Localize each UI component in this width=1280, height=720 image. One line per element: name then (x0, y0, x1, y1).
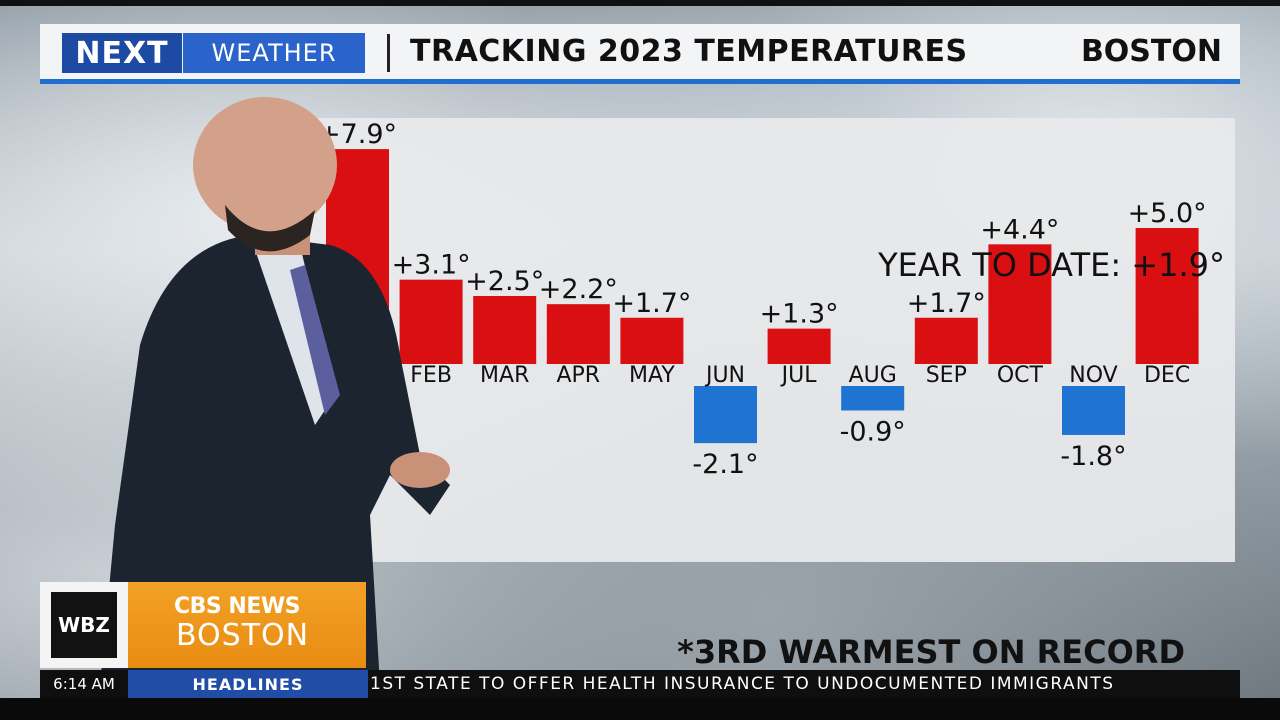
value-label: +4.4° (980, 214, 1059, 245)
next-logo: NEXT (62, 33, 182, 73)
ticker-section-tag: HEADLINES (128, 670, 368, 698)
category-label: MAY (629, 363, 675, 388)
category-label: DEC (1144, 363, 1190, 388)
category-label: JUL (780, 363, 818, 388)
value-label: -1.8° (1060, 441, 1126, 472)
bar-apr (546, 304, 610, 364)
category-label: AUG (849, 363, 897, 388)
year-to-date-label: YEAR TO DATE: +1.9° (878, 246, 1225, 284)
chart-panel: JAN+7.9°FEB+3.1°MAR+2.5°APR+2.2°MAY+1.7°… (300, 118, 1235, 671)
category-label: FEB (410, 363, 452, 388)
value-label: -0.9° (840, 416, 906, 447)
bar-oct (988, 244, 1052, 364)
title-banner: NEXT WEATHER TRACKING 2023 TEMPERATURES … (40, 24, 1240, 84)
network-name: CBS NEWS (174, 594, 300, 619)
bottom-edge-bar (0, 698, 1280, 720)
bar-may (620, 317, 684, 364)
bar-jul (767, 328, 831, 364)
value-label: +2.5° (465, 266, 544, 297)
bar-jun (694, 386, 757, 444)
news-ticker: 6:14 AM HEADLINES 1ST STATE TO OFFER HEA… (40, 670, 1240, 698)
bar-dec (1135, 228, 1199, 364)
page-title: TRACKING 2023 TEMPERATURES (410, 34, 968, 69)
city-label: BOSTON (1080, 34, 1222, 69)
value-label: +5.0° (1128, 198, 1207, 229)
category-label: OCT (997, 363, 1044, 388)
bar-sep (914, 317, 978, 364)
weather-logo: WEATHER (183, 33, 365, 73)
meteorologist-figure (100, 97, 450, 685)
ticker-headline: 1ST STATE TO OFFER HEALTH INSURANCE TO U… (370, 674, 1115, 694)
value-label: +1.7° (612, 288, 691, 319)
category-label: JUN (704, 363, 745, 388)
wbz-logo: WBZ (51, 592, 117, 658)
bar-aug (841, 386, 905, 411)
category-label: APR (556, 363, 600, 388)
ticker-time: 6:14 AM (53, 675, 115, 693)
category-label: MAR (480, 363, 529, 388)
value-label: +2.2° (539, 274, 618, 305)
banner-divider (387, 34, 390, 72)
record-footnote: *3RD WARMEST ON RECORD (677, 633, 1185, 671)
category-label: SEP (926, 363, 967, 388)
bar-nov (1062, 386, 1125, 435)
bar-mar (473, 296, 537, 364)
temperature-chart: JAN+7.9°FEB+3.1°MAR+2.5°APR+2.2°MAY+1.7°… (318, 119, 1207, 480)
value-label: -2.1° (692, 449, 758, 480)
station-logo: WBZ (40, 582, 128, 668)
network-city: BOSTON (176, 618, 310, 653)
value-label: +3.1° (392, 250, 471, 281)
value-label: +1.3° (760, 299, 839, 330)
value-label: +1.7° (907, 288, 986, 319)
network-bug: CBS NEWS BOSTON (128, 582, 366, 668)
category-label: NOV (1069, 363, 1117, 388)
bar-feb (399, 279, 463, 364)
top-edge-bar (0, 0, 1280, 6)
